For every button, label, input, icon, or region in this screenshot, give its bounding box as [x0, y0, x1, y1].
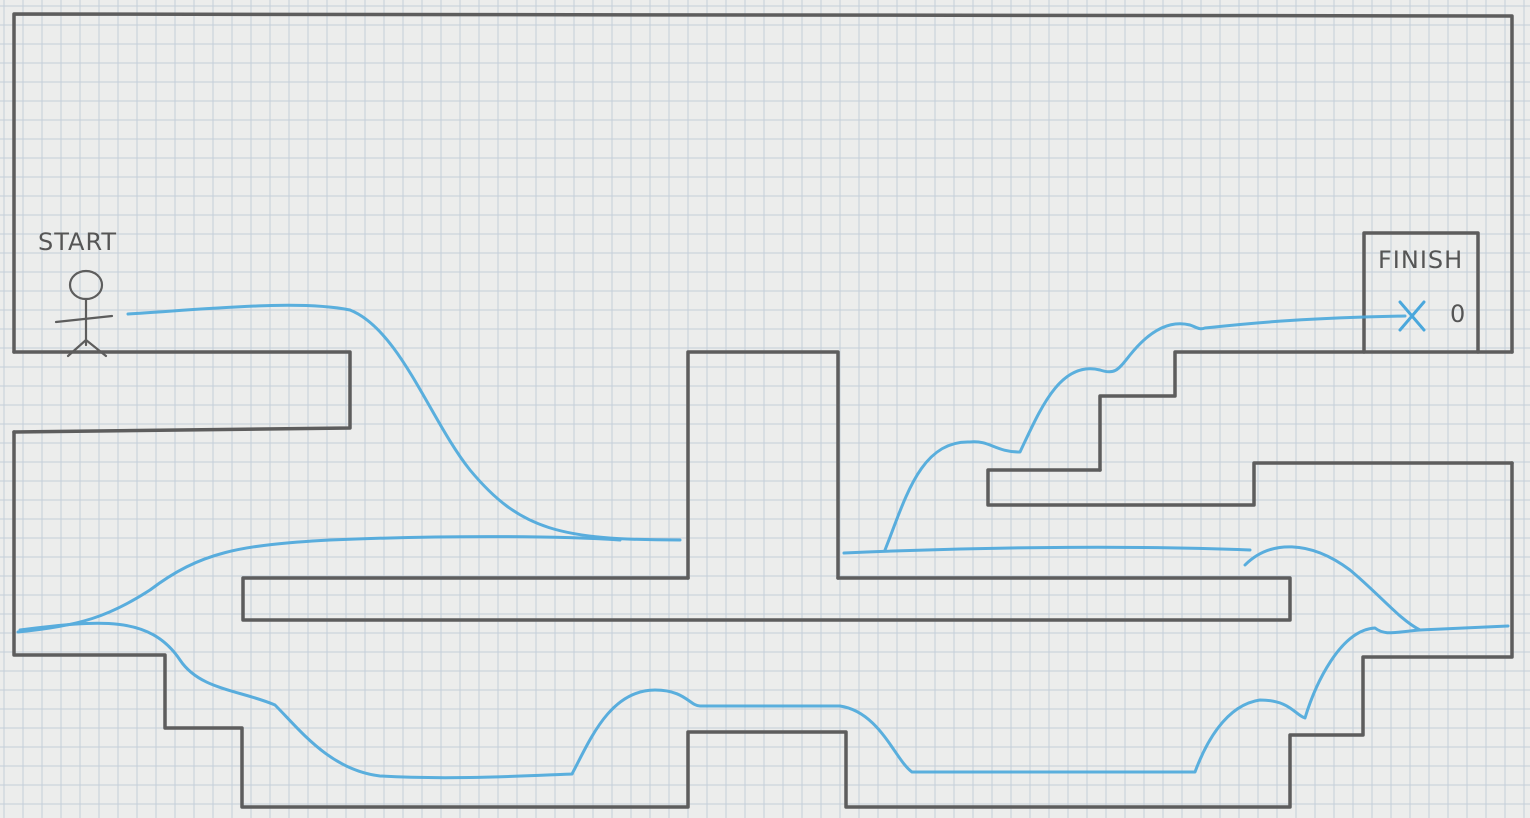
start-label: START	[38, 228, 117, 256]
path-right-corridor	[842, 545, 1252, 555]
staircase	[1098, 350, 1514, 472]
finish-marker-label: 0	[1450, 300, 1466, 328]
outer-wall	[12, 12, 1514, 354]
x-mark-icon	[1398, 300, 1426, 332]
stick-figure-icon	[54, 269, 114, 358]
path-lower-tunnel	[18, 621, 1422, 780]
start-ledge	[12, 350, 352, 434]
path-right-hop	[1243, 545, 1510, 632]
left-wall	[12, 430, 1514, 809]
finish-label: FINISH	[1378, 246, 1463, 274]
path-drop-from-start	[126, 303, 682, 542]
finish-box	[1362, 231, 1480, 354]
right-shelf	[986, 461, 1514, 507]
path-staircase-jumps	[883, 314, 1407, 552]
central-pillar	[686, 350, 840, 580]
path-upper-corridor	[16, 535, 622, 634]
inner-platform	[241, 576, 1292, 622]
